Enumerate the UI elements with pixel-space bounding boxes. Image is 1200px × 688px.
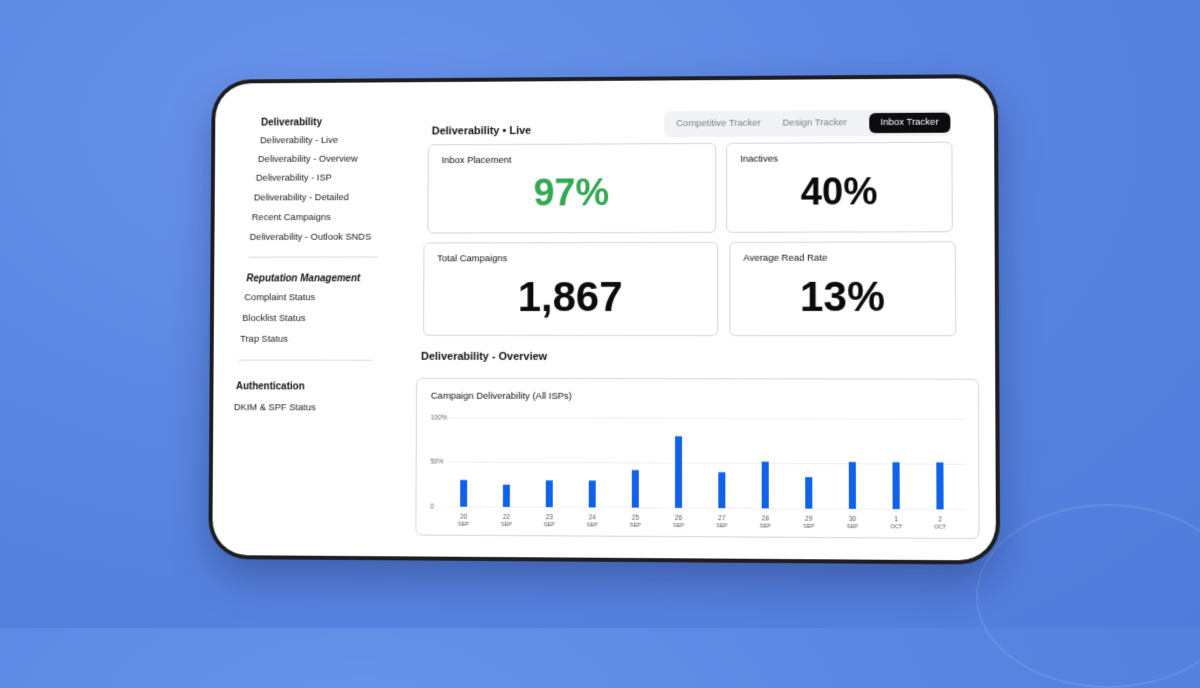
gridline	[447, 418, 966, 420]
average-read-rate-value: 13%	[730, 273, 955, 321]
x-tick-day: 25	[632, 515, 640, 522]
gridline	[446, 507, 966, 510]
bar-20-sep[interactable]	[460, 480, 467, 507]
x-tick-month: SEP	[501, 522, 512, 528]
bar-27-sep[interactable]	[718, 472, 725, 508]
x-tick-month: SEP	[458, 522, 469, 528]
inbox-placement-label: Inbox Placement	[442, 155, 512, 166]
nav-deliverability-detailed[interactable]: Deliverability - Detailed	[254, 192, 349, 203]
average-read-rate-label: Average Read Rate	[743, 253, 827, 264]
tab-competitive-tracker[interactable]: Competitive Tracker	[676, 111, 761, 137]
section-title-authentication: Authentication	[236, 381, 305, 392]
overview-section-title: Deliverability - Overview	[421, 351, 547, 363]
sidebar-divider	[249, 256, 379, 257]
campaign-deliverability-chart: 050%100%20SEP22SEP23SEP24SEP25SEP26SEP27…	[416, 409, 976, 536]
bar-29-sep[interactable]	[805, 477, 812, 509]
bar-23-sep[interactable]	[546, 480, 553, 507]
live-section-title: Deliverability • Live	[432, 125, 531, 137]
total-campaigns-label: Total Campaigns	[437, 253, 507, 264]
bar-28-sep[interactable]	[762, 462, 769, 509]
x-tick-day: 1	[894, 516, 898, 523]
bar-22-sep[interactable]	[503, 485, 510, 507]
total-campaigns-card: Total Campaigns 1,867	[423, 242, 718, 336]
bar-25-sep[interactable]	[632, 470, 639, 508]
y-tick-label: 100%	[431, 415, 448, 422]
inbox-placement-value: 97%	[428, 172, 715, 216]
nav-dkim-spf-status[interactable]: DKIM & SPF Status	[234, 402, 316, 413]
x-tick-day: 29	[805, 516, 813, 523]
inactives-card: Inactives 40%	[726, 142, 953, 233]
inactives-value: 40%	[727, 171, 951, 215]
x-tick-day: 26	[675, 515, 683, 522]
nav-deliverability-outlook-snds[interactable]: Deliverability - Outlook SNDS	[250, 232, 372, 243]
x-tick-month: OCT	[890, 524, 903, 530]
total-campaigns-value: 1,867	[424, 273, 717, 321]
x-tick-month: SEP	[544, 522, 555, 528]
chart-title: Campaign Deliverability (All ISPs)	[431, 391, 572, 402]
nav-blocklist-status[interactable]: Blocklist Status	[242, 313, 305, 324]
y-tick-label: 0	[430, 503, 434, 510]
x-tick-month: SEP	[630, 523, 641, 529]
tab-inbox-tracker[interactable]: Inbox Tracker	[869, 113, 950, 134]
tracker-tabs: Competitive Tracker Design Tracker Inbox…	[664, 110, 951, 138]
x-tick-month: SEP	[803, 524, 815, 530]
tablet-frame: Deliverability Deliverability - Live Del…	[208, 74, 1000, 564]
gridline	[446, 462, 966, 464]
x-tick-day: 27	[718, 515, 726, 522]
campaign-deliverability-chart-card: Campaign Deliverability (All ISPs) 0 50% 1…	[415, 378, 979, 539]
section-title-deliverability: Deliverability	[261, 117, 322, 128]
x-tick-day: 30	[849, 516, 857, 523]
bar-24-sep[interactable]	[589, 481, 596, 508]
x-tick-day: 22	[503, 514, 511, 521]
x-tick-month: SEP	[760, 523, 771, 529]
bar-30-sep[interactable]	[849, 462, 856, 509]
dashboard-screen: Deliverability Deliverability - Live Del…	[212, 78, 996, 560]
x-tick-month: SEP	[673, 523, 684, 529]
bar-1-oct[interactable]	[892, 462, 899, 509]
y-tick-label: 50%	[431, 459, 444, 466]
x-tick-month: SEP	[716, 523, 727, 529]
nav-trap-status[interactable]: Trap Status	[240, 334, 288, 345]
x-tick-day: 24	[589, 514, 597, 521]
inactives-label: Inactives	[740, 154, 778, 165]
nav-complaint-status[interactable]: Complaint Status	[244, 292, 315, 303]
sidebar: Deliverability Deliverability - Live Del…	[212, 82, 411, 556]
x-tick-day: 2	[938, 516, 942, 523]
background-ring	[976, 504, 1200, 688]
nav-recent-campaigns[interactable]: Recent Campaigns	[252, 212, 331, 223]
average-read-rate-card: Average Read Rate 13%	[729, 241, 956, 336]
nav-deliverability-isp[interactable]: Deliverability - ISP	[256, 173, 332, 184]
x-tick-day: 23	[546, 514, 554, 521]
section-title-reputation: Reputation Management	[246, 273, 360, 284]
x-tick-day: 20	[460, 514, 468, 521]
x-tick-month: OCT	[934, 524, 947, 530]
x-tick-month: SEP	[847, 524, 859, 530]
bar-2-oct[interactable]	[936, 462, 943, 509]
inbox-placement-card: Inbox Placement 97%	[427, 143, 716, 234]
nav-deliverability-live[interactable]: Deliverability - Live	[260, 135, 338, 146]
bar-26-sep[interactable]	[675, 436, 682, 508]
nav-deliverability-overview[interactable]: Deliverability - Overview	[258, 154, 358, 165]
x-tick-month: SEP	[587, 522, 598, 528]
tab-design-tracker[interactable]: Design Tracker	[782, 110, 846, 136]
x-tick-day: 28	[762, 515, 770, 522]
sidebar-divider	[239, 360, 372, 361]
